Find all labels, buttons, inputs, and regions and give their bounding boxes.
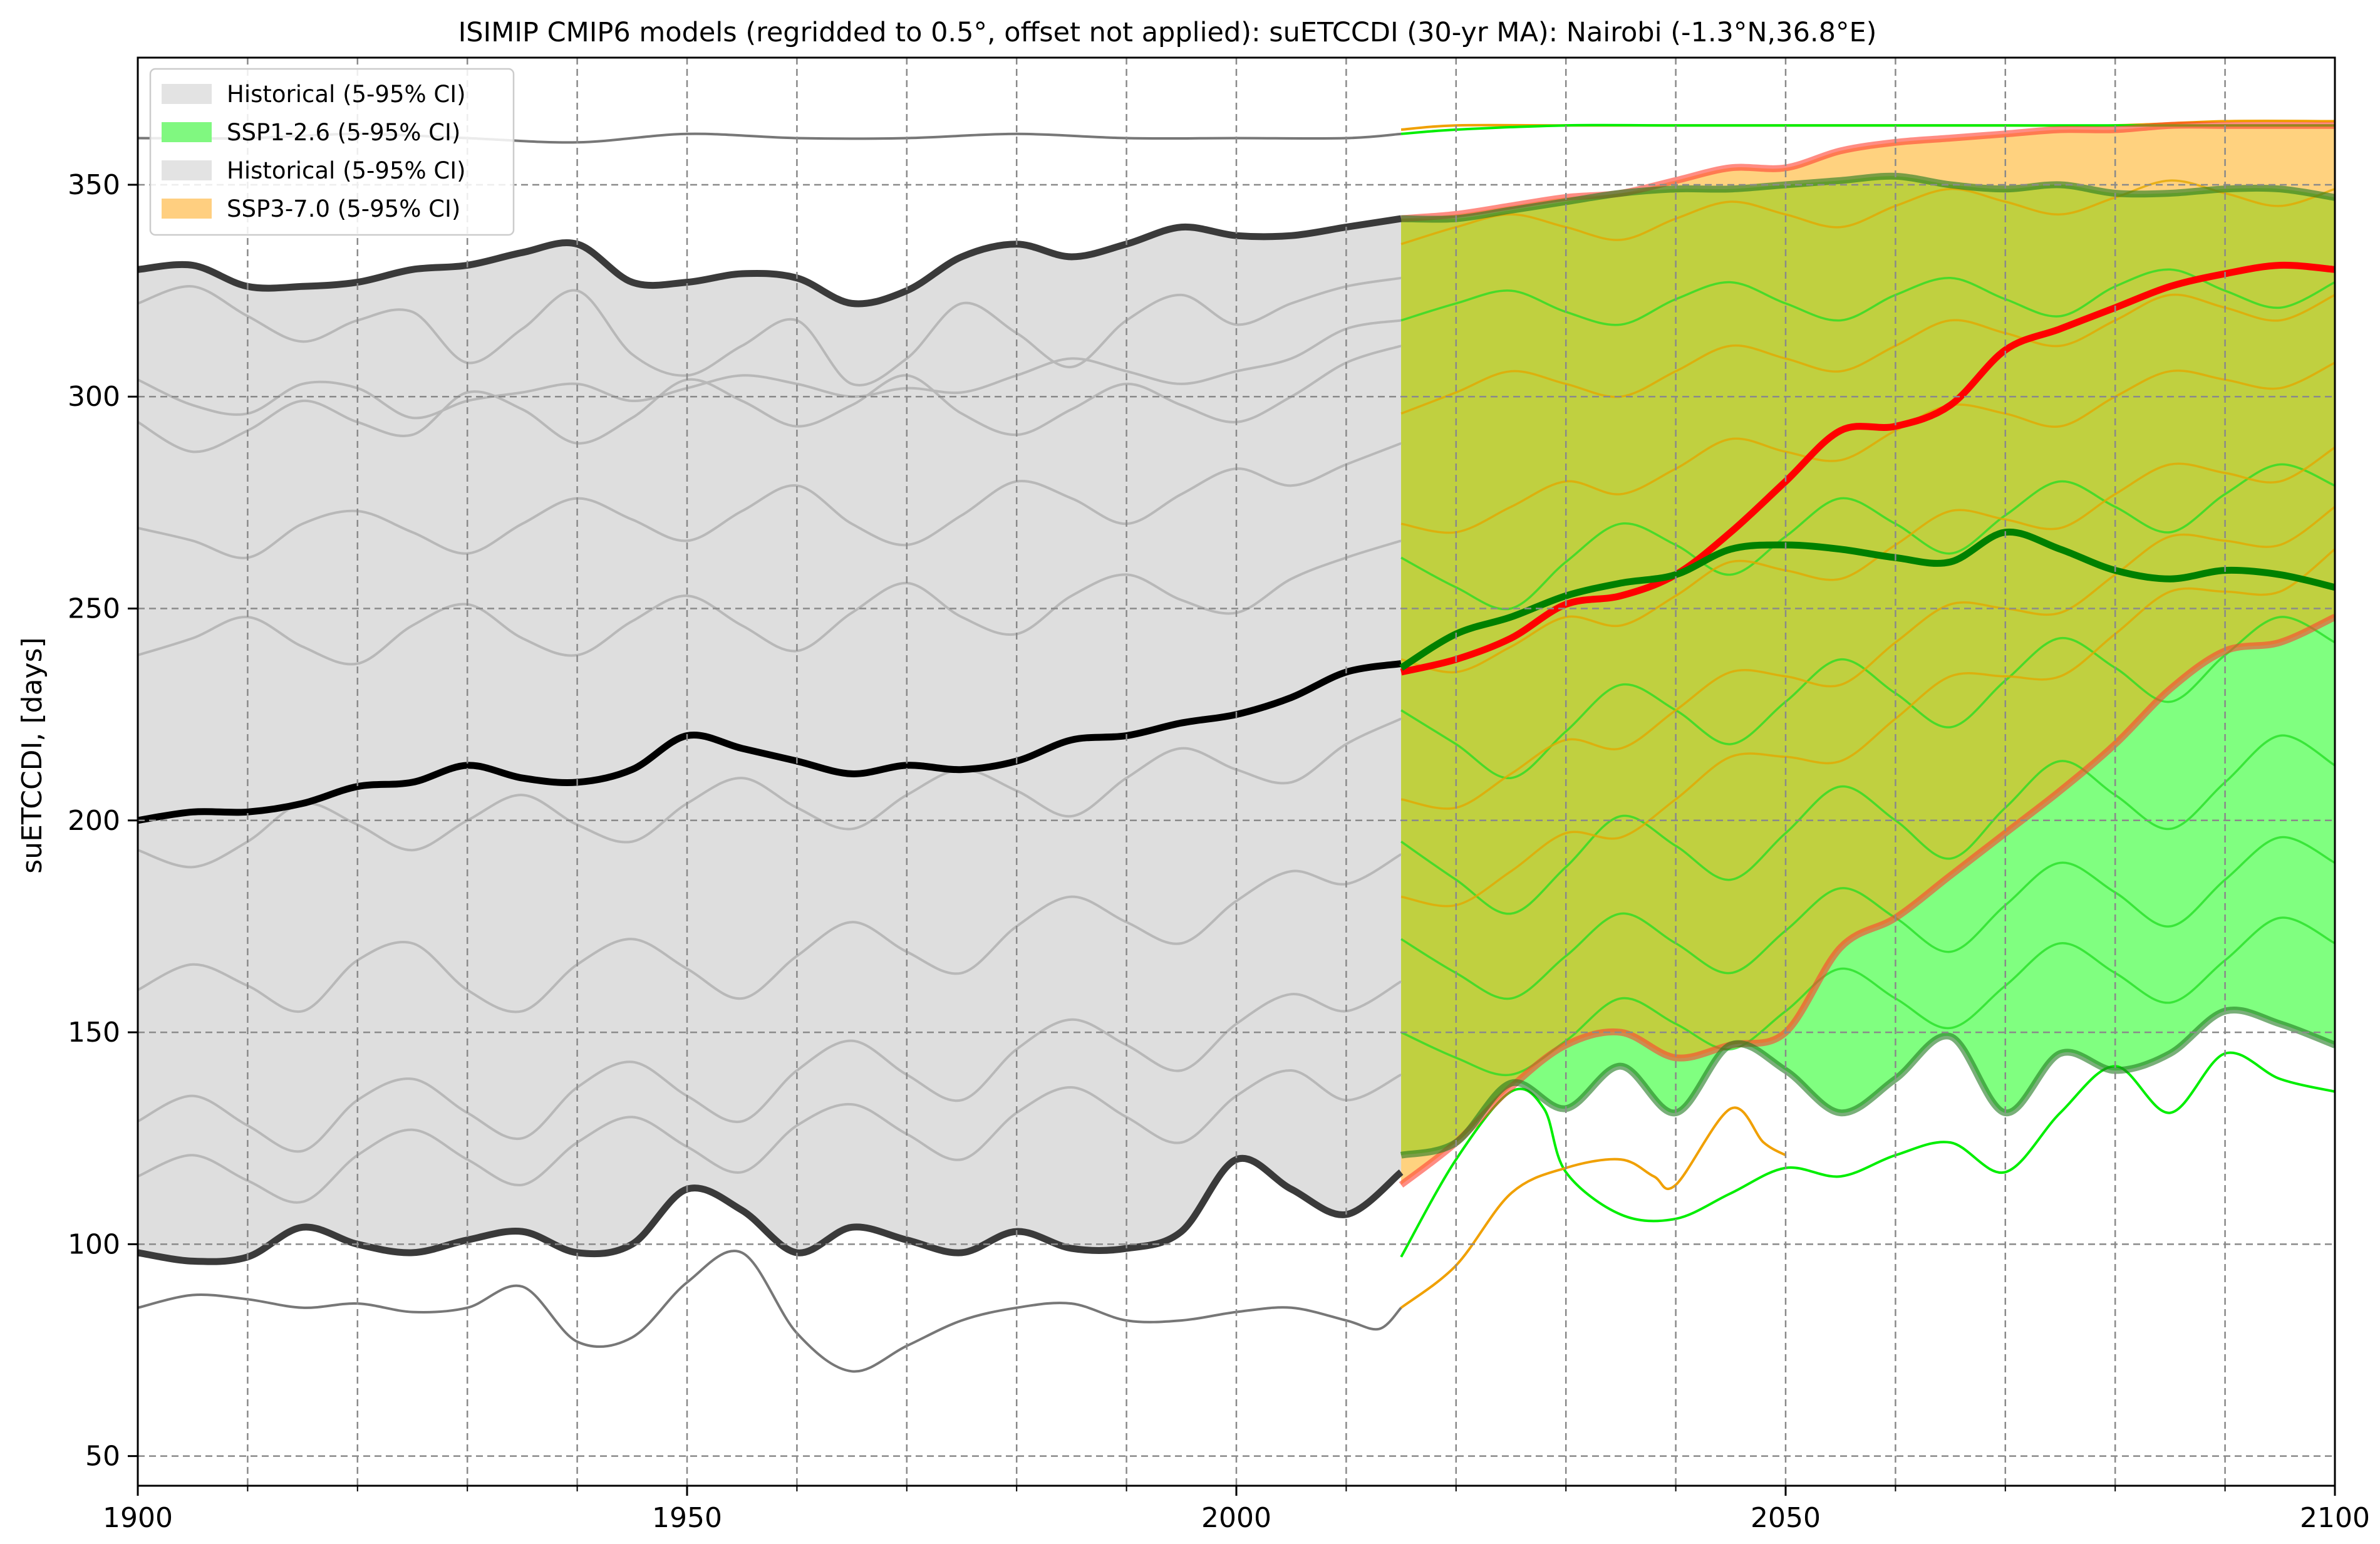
ssp370-lower-bound (1399, 614, 2335, 1188)
x-tick-label: 1950 (652, 1502, 722, 1534)
historical-upper-bound (138, 215, 1402, 308)
plot-area (138, 58, 2335, 1486)
plot-content (138, 120, 2335, 1373)
ssp126-model-line (1400, 836, 2335, 1000)
historical-model-line (138, 319, 1402, 420)
ssp370-min-line (1400, 1106, 1787, 1309)
y-tick-label: 100 (68, 1228, 120, 1260)
legend-label: SSP1-2.6 (5-95% CI) (227, 119, 460, 146)
y-tick-label: 50 (85, 1441, 120, 1473)
y-axis-label: suETCCDI, [days] (16, 637, 48, 873)
legend-swatch (162, 199, 212, 219)
historical-model-line (138, 980, 1402, 1153)
ssp126-model-line (1400, 734, 2335, 915)
ssp370-model-line (1400, 361, 2335, 534)
legend-swatch (162, 160, 212, 180)
x-tick-label: 2050 (1751, 1502, 1821, 1534)
historical-min-line (138, 1250, 1402, 1373)
historical-model-line (138, 442, 1402, 559)
axes: 1900 1950 2000 2050 2100 50 100 150 200 250 300 350 (68, 56, 2370, 1534)
ssp370-model-line (1400, 548, 2335, 908)
y-tick-label: 300 (68, 381, 120, 413)
ssp370-upper-bound (1400, 122, 2335, 222)
ssp370-model-line (1400, 293, 2335, 415)
ssp126-model-line (1400, 616, 2335, 779)
historical-model-line (138, 345, 1402, 453)
x-tick-label: 2000 (1201, 1502, 1271, 1534)
x-tick-label: 2100 (2300, 1502, 2370, 1534)
legend-label: Historical (5-95% CI) (227, 157, 466, 184)
ssp370-model-line (1400, 179, 2335, 246)
historical-model-line (138, 539, 1402, 666)
historical-ci-band (138, 219, 1402, 1262)
legend-box (149, 68, 515, 236)
historical-model-line (138, 717, 1402, 869)
x-tick-label: 1900 (103, 1502, 173, 1534)
y-tick-label: 200 (68, 805, 120, 837)
ssp126-lower-bound (1400, 1007, 2335, 1159)
ssp126-median-line (1399, 528, 2335, 671)
y-tick-label: 250 (68, 593, 120, 625)
ssp370-model-line (1400, 505, 2335, 810)
legend-swatch (162, 122, 212, 142)
legend-label: SSP3-7.0 (5-95% CI) (227, 195, 460, 222)
ssp370-median-line (1400, 261, 2335, 676)
chart-title: ISIMIP CMIP6 models (regridded to 0.5°, … (458, 17, 1877, 48)
ssp370-model-line (1400, 446, 2335, 674)
ssp126-model-line (1400, 463, 2335, 611)
y-tick-label: 150 (68, 1017, 120, 1049)
ssp126-min-line (1400, 1051, 2335, 1258)
legend-label: Historical (5-95% CI) (227, 81, 466, 108)
legend: Historical (5-95% CI) SSP1-2.6 (5-95% CI)… (149, 68, 515, 236)
historical-model-line (138, 853, 1402, 1013)
ssp126-model-line (1400, 268, 2335, 326)
historical-median-line (138, 660, 1402, 824)
historical-model-line (138, 1069, 1402, 1204)
y-tick-label: 350 (68, 169, 120, 201)
legend-swatch (162, 84, 212, 104)
ssp126-upper-bound (1401, 172, 2335, 223)
